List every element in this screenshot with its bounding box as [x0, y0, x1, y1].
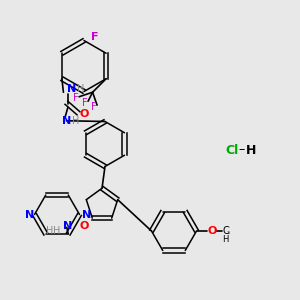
Text: O: O — [208, 226, 217, 236]
Text: ₃: ₃ — [226, 229, 229, 235]
Text: N: N — [63, 221, 72, 232]
Text: H: H — [46, 226, 53, 236]
Text: H: H — [71, 116, 79, 126]
Text: H: H — [223, 235, 229, 244]
Text: –: – — [238, 143, 245, 157]
Text: N: N — [62, 116, 71, 126]
Text: F: F — [73, 93, 79, 103]
Text: N: N — [82, 209, 91, 220]
Text: H: H — [246, 143, 256, 157]
Text: H: H — [53, 226, 61, 236]
Text: N: N — [67, 84, 76, 94]
Text: O: O — [79, 109, 89, 119]
Text: Cl: Cl — [225, 143, 238, 157]
Text: H: H — [77, 84, 84, 94]
Text: F: F — [82, 98, 88, 108]
Text: C: C — [223, 226, 230, 236]
Text: N: N — [26, 209, 35, 220]
Text: O: O — [80, 221, 89, 231]
Text: F: F — [91, 102, 97, 112]
Text: F: F — [92, 32, 99, 43]
